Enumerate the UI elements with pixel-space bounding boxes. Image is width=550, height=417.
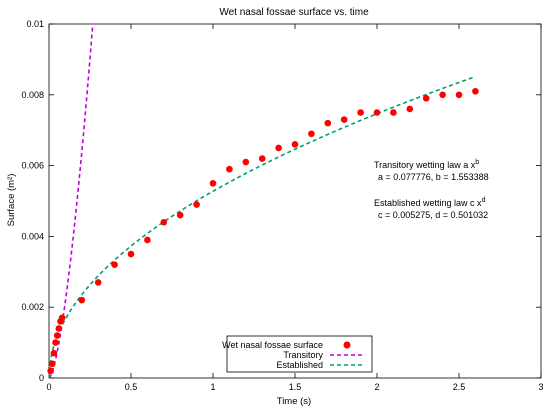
data-point <box>78 296 86 304</box>
x-tick-label: 0 <box>46 382 51 392</box>
data-point <box>111 261 118 269</box>
established-law-annotation: Established wetting law c xd c = 0.00527… <box>374 197 488 220</box>
data-point <box>242 158 250 166</box>
legend-label-transitory: Transitory <box>283 350 323 360</box>
data-point <box>455 91 463 99</box>
data-point <box>472 87 479 95</box>
transitory-law-params: a = 0.077776, b = 1.553388 <box>378 172 489 182</box>
y-tick-label: 0.004 <box>21 231 44 241</box>
data-point <box>55 325 63 332</box>
data-point <box>144 236 151 244</box>
data-point <box>193 201 200 208</box>
legend: Wet nasal fossae surface Transitory Esta… <box>222 335 373 373</box>
data-point <box>127 250 135 258</box>
y-tick-label: 0.002 <box>21 302 44 312</box>
data-point <box>50 349 58 357</box>
x-tick-label: 0.5 <box>125 382 138 392</box>
data-point <box>324 119 332 127</box>
y-tick-label: 0 <box>39 373 44 383</box>
transitory-law-exponent: b <box>475 159 479 166</box>
data-point <box>291 141 299 148</box>
series-group <box>47 23 479 379</box>
data-point <box>439 91 446 99</box>
established-law-formula: Established wetting law c x <box>374 198 482 208</box>
transitory-fit-line <box>48 23 94 379</box>
data-point <box>58 314 66 322</box>
legend-marker-wet-surface <box>343 341 351 349</box>
data-point <box>390 109 397 116</box>
y-tick-label: 0.006 <box>21 161 44 171</box>
data-point <box>52 339 59 346</box>
data-point <box>160 218 168 226</box>
x-tick-label: 1 <box>210 382 215 392</box>
data-point <box>47 367 54 375</box>
y-tick-label: 0.01 <box>26 19 44 29</box>
data-point <box>176 211 184 219</box>
x-tick-label: 2 <box>374 382 379 392</box>
x-tick-label: 3 <box>538 382 543 392</box>
data-point <box>357 109 364 116</box>
x-tick-label: 1.5 <box>289 382 302 392</box>
legend-label-established: Established <box>276 360 323 370</box>
established-fit-line <box>48 75 476 379</box>
established-law-params: c = 0.005275, d = 0.501032 <box>378 210 488 220</box>
data-point <box>373 109 381 116</box>
data-point <box>406 105 414 113</box>
data-point <box>340 116 348 123</box>
svg-text:Transitory wetting law a xb: Transitory wetting law a xb <box>374 159 479 170</box>
data-point <box>94 279 102 286</box>
data-point <box>308 130 315 138</box>
transitory-law-annotation: Transitory wetting law a xb a = 0.077776… <box>374 159 489 182</box>
data-point <box>53 332 61 339</box>
y-axis-title: Surface (m²) <box>6 174 17 227</box>
data-point <box>422 95 430 102</box>
chart-title: Wet nasal fossae surface vs. time <box>219 7 369 18</box>
y-tick-label: 0.008 <box>21 90 44 100</box>
data-point <box>226 165 233 173</box>
x-axis-title: Time (s) <box>277 396 311 407</box>
svg-text:Established wetting law c xd: Established wetting law c xd <box>374 197 486 208</box>
established-law-exponent: d <box>482 197 486 204</box>
transitory-law-formula: Transitory wetting law a x <box>374 160 476 170</box>
data-point <box>209 180 217 187</box>
data-point <box>258 155 266 162</box>
x-tick-label: 2.5 <box>453 382 466 392</box>
data-point <box>275 144 282 152</box>
ticks-group: 0 0.5 1 1.5 2 2.5 3 0 0.002 0.004 0.006 0.008 0.01 <box>21 19 543 392</box>
data-point <box>48 360 56 368</box>
legend-label-wet-surface: Wet nasal fossae surface <box>222 340 323 350</box>
